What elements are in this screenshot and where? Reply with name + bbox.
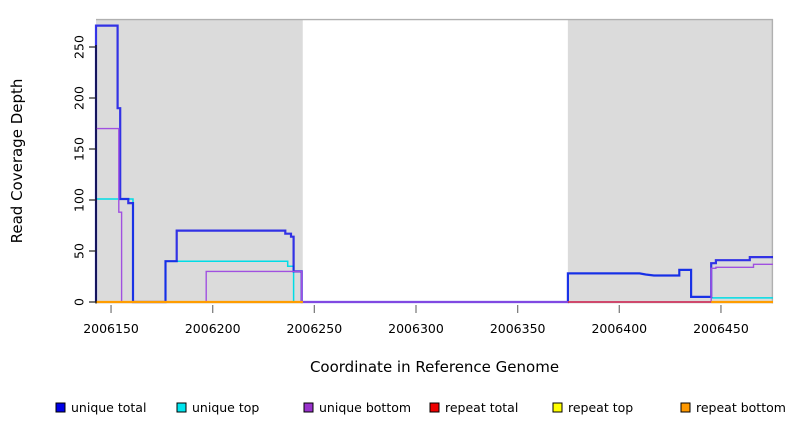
legend-swatch-unique-bottom [303,402,314,413]
legend-swatch-repeat-total [429,402,440,413]
x-axis-title: Coordinate in Reference Genome [310,358,559,376]
legend-label-unique-total: unique total [71,400,146,415]
y-tick-label: 150 [72,137,87,161]
legend-label-repeat-top: repeat top [568,400,633,415]
axes: 0 50 100 150 200 250 2006150 2006200 2006250 2006… [72,35,749,336]
y-tick-label: 250 [72,35,87,59]
series-line-unique-total [94,24,773,304]
y-tick-label: 50 [72,243,87,259]
x-tick-label: 2006250 [287,321,343,336]
repeat-shaded-regions [96,18,774,304]
y-tick-label: 200 [72,86,87,110]
x-tick-label: 2006300 [388,321,444,336]
legend-label-unique-top: unique top [192,400,259,415]
x-tick-label: 2006150 [83,321,139,336]
legend: unique total unique top unique bottom repea… [55,400,786,415]
y-tick-label: 100 [72,188,87,212]
coverage-series-lines [94,24,773,304]
x-tick-label: 2006450 [693,321,749,336]
legend-label-repeat-bottom: repeat bottom [696,400,786,415]
legend-swatch-repeat-bottom [680,402,691,413]
x-tick-label: 2006400 [591,321,647,336]
legend-swatch-unique-total [55,402,66,413]
legend-swatch-repeat-top [552,402,563,413]
series-line-unique-bottom [96,127,773,303]
repeat-region-right [567,19,773,304]
y-tick-label: 0 [72,298,87,306]
x-tick-label: 2006350 [490,321,546,336]
repeat-region-left [96,19,303,304]
y-axis-title: Read Coverage Depth [8,79,26,244]
legend-swatch-unique-top [176,402,187,413]
x-tick-label: 2006200 [185,321,241,336]
legend-label-repeat-total: repeat total [445,400,518,415]
legend-label-unique-bottom: unique bottom [319,400,411,415]
